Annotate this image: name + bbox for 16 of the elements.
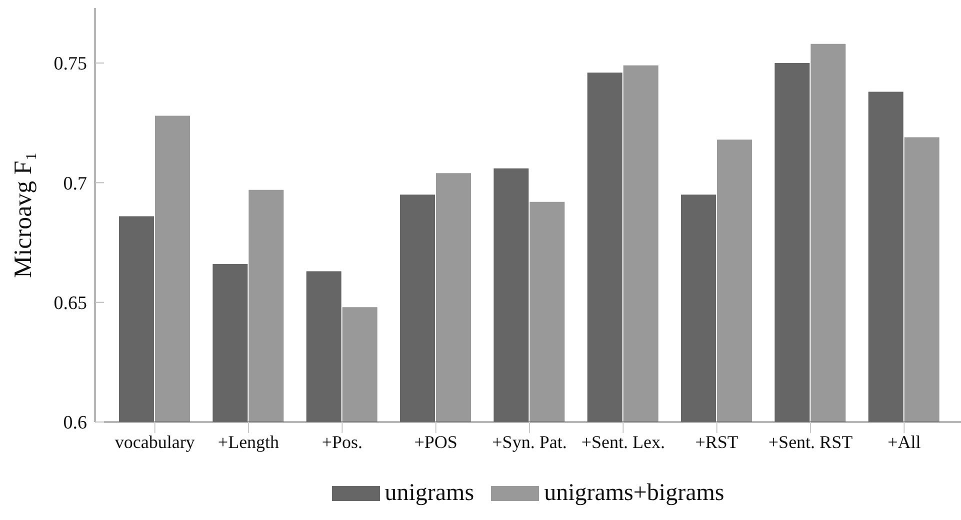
- x-tick-label: +Length: [218, 432, 280, 452]
- x-tick-label: vocabulary: [114, 432, 195, 452]
- y-tick-label: 0.65: [54, 292, 87, 314]
- x-tick-label: +RST: [695, 432, 738, 452]
- y-tick-label: 0.6: [63, 412, 87, 434]
- legend-label: unigrams+bigrams: [544, 480, 724, 507]
- x-tick-label: +POS: [414, 432, 458, 452]
- y-axis-title: Microavg F₁: [10, 152, 36, 278]
- x-tick-label: +Syn. Pat.: [492, 432, 567, 452]
- y-tick-label: 0.7: [63, 173, 87, 194]
- x-tick-label: +Sent. RST: [768, 432, 853, 452]
- x-tick-label: +All: [888, 432, 921, 452]
- y-tick-label: 0.75: [54, 54, 87, 75]
- x-tick-label: +Sent. Lex.: [581, 432, 665, 452]
- legend-label: unigrams: [384, 480, 474, 507]
- x-tick-label: +Pos.: [322, 432, 363, 452]
